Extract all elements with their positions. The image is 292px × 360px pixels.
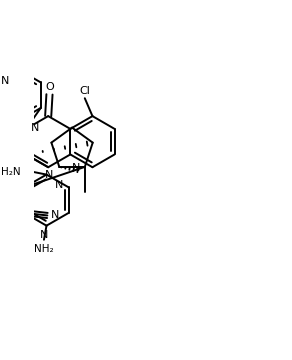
- Text: N: N: [40, 230, 48, 240]
- Text: Cl: Cl: [79, 86, 90, 96]
- Text: N: N: [51, 211, 59, 220]
- Text: N: N: [72, 163, 80, 173]
- Text: H₂N: H₂N: [1, 167, 21, 177]
- Text: O: O: [45, 82, 54, 92]
- Text: N: N: [31, 123, 39, 132]
- Text: N: N: [45, 170, 54, 180]
- Text: NH₂: NH₂: [34, 244, 54, 254]
- Text: N: N: [55, 180, 63, 190]
- Text: N: N: [1, 76, 10, 86]
